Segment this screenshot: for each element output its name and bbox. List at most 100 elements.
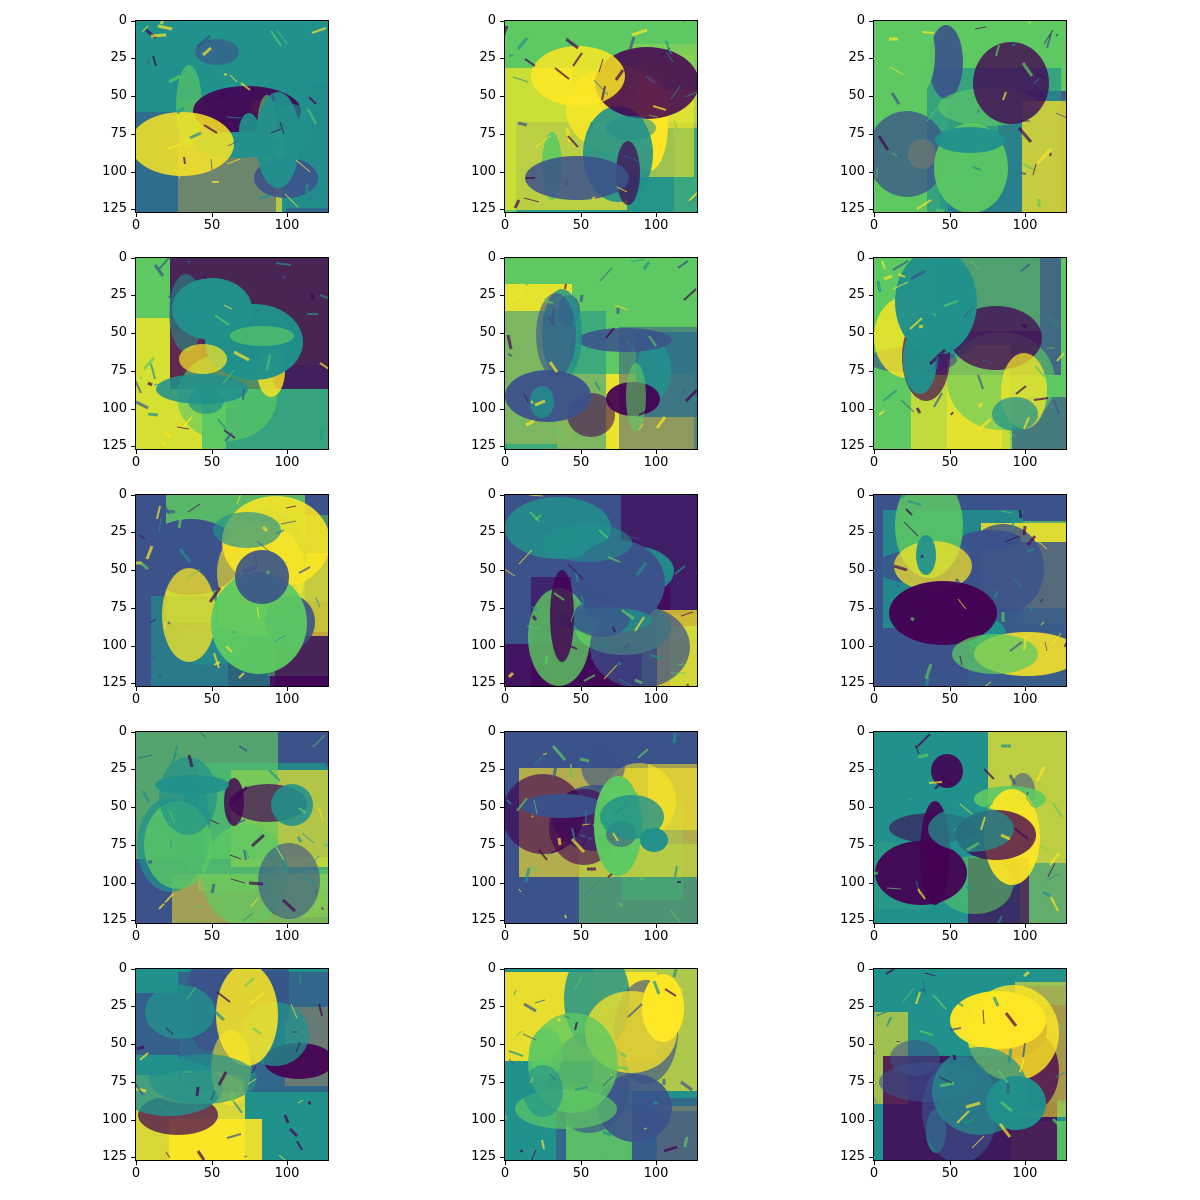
- x-axis-tick-label: 50: [941, 455, 959, 470]
- y-axis-tick-label: 50: [110, 325, 127, 340]
- x-axis-tick: [950, 1161, 951, 1165]
- image-panel: 0 25 50 75 100 125 0 50 100: [471, 725, 698, 944]
- x-axis-tick-label: 50: [203, 455, 221, 470]
- y-axis-tick: [869, 96, 873, 97]
- y-axis-tick-label: 50: [479, 1036, 496, 1051]
- y-axis-tick: [500, 845, 504, 846]
- y-axis-tick: [869, 333, 873, 334]
- x-axis-tick: [1025, 924, 1026, 928]
- y-axis-tick-label: 125: [840, 675, 865, 690]
- y-axis-tick: [500, 646, 504, 647]
- x-axis-tick: [1025, 1161, 1026, 1165]
- y-axis-tick-label: 100: [840, 401, 865, 416]
- y-axis-tick-label: 50: [479, 562, 496, 577]
- image-panel: 0 25 50 75 100 125 0 50 100: [840, 488, 1067, 707]
- y-axis-tick: [869, 495, 873, 496]
- y-axis-tick: [131, 172, 135, 173]
- y-axis-tick-label: 75: [848, 600, 865, 615]
- y-axis-tick: [131, 409, 135, 410]
- y-axis-tick: [500, 96, 504, 97]
- y-axis-tick: [131, 732, 135, 733]
- panel-image-raster: [874, 732, 1066, 923]
- x-axis-tick-label: 100: [643, 929, 669, 944]
- y-axis-tick: [131, 295, 135, 296]
- x-axis-tick-label: 100: [1012, 929, 1038, 944]
- y-axis-tick: [131, 1044, 135, 1045]
- x-axis-tick-label: 50: [941, 218, 959, 233]
- y-axis-tick-label: 75: [848, 363, 865, 378]
- y-axis-tick: [500, 683, 504, 684]
- y-axis-tick-label: 100: [840, 638, 865, 653]
- y-axis-tick: [131, 495, 135, 496]
- y-axis-tick-label: 75: [479, 126, 496, 141]
- x-axis-tick-label: 100: [274, 929, 300, 944]
- y-axis-tick: [131, 1157, 135, 1158]
- x-axis-tick-label: 0: [131, 929, 141, 944]
- y-axis-tick-label: 125: [840, 912, 865, 927]
- x-axis-tick: [505, 213, 506, 217]
- y-axis-tick-label: 0: [856, 13, 865, 28]
- y-axis-tick-label: 25: [110, 761, 127, 776]
- image-panel: 0 25 50 75 100 125 0 50 100: [840, 14, 1067, 233]
- x-axis-tick-label: 100: [274, 455, 300, 470]
- y-axis-tick-label: 125: [471, 912, 496, 927]
- x-axis-tick-label: 0: [131, 1166, 141, 1181]
- x-axis-tick: [212, 924, 213, 928]
- x-axis-tick: [950, 687, 951, 691]
- x-axis-tick-label: 50: [572, 218, 590, 233]
- y-axis-tick: [869, 646, 873, 647]
- panel-image: [873, 968, 1067, 1161]
- panel-image-raster: [136, 732, 328, 923]
- y-axis-tick: [131, 209, 135, 210]
- y-axis-tick: [500, 446, 504, 447]
- x-axis-tick: [950, 450, 951, 454]
- y-axis-tick: [500, 409, 504, 410]
- x-axis-tick-label: 0: [131, 455, 141, 470]
- x-axis-tick: [656, 687, 657, 691]
- y-axis-tick: [131, 532, 135, 533]
- x-axis-tick: [874, 687, 875, 691]
- x-axis-tick-label: 50: [572, 455, 590, 470]
- x-axis-tick: [212, 213, 213, 217]
- panel-image: [873, 494, 1067, 687]
- y-axis-tick: [500, 134, 504, 135]
- y-axis-tick: [500, 608, 504, 609]
- x-axis-tick: [950, 213, 951, 217]
- y-axis-tick-label: 50: [848, 799, 865, 814]
- y-axis-tick: [869, 134, 873, 135]
- y-axis-tick-label: 75: [110, 363, 127, 378]
- y-axis-tick-label: 75: [848, 126, 865, 141]
- x-axis-tick: [581, 213, 582, 217]
- x-axis-tick: [136, 687, 137, 691]
- y-axis-tick: [500, 1082, 504, 1083]
- y-axis-tick-label: 50: [848, 88, 865, 103]
- x-axis-tick: [287, 213, 288, 217]
- y-axis-tick: [500, 769, 504, 770]
- y-axis-tick-label: 0: [487, 250, 496, 265]
- y-axis-tick: [131, 258, 135, 259]
- y-axis-tick-label: 0: [856, 724, 865, 739]
- x-axis-tick: [581, 1161, 582, 1165]
- image-panel: 0 25 50 75 100 125 0 50 100: [840, 962, 1067, 1181]
- y-axis-tick-label: 100: [102, 638, 127, 653]
- x-axis-tick: [505, 924, 506, 928]
- y-axis-tick-label: 125: [840, 438, 865, 453]
- y-axis-tick-label: 125: [102, 1149, 127, 1164]
- y-axis-tick-label: 50: [110, 1036, 127, 1051]
- panel-image-raster: [874, 258, 1066, 449]
- image-panel: 0 25 50 75 100 125 0 50 100: [471, 14, 698, 233]
- y-axis-tick-label: 25: [479, 50, 496, 65]
- y-axis-tick-label: 75: [848, 1074, 865, 1089]
- y-axis-tick: [500, 258, 504, 259]
- y-axis-tick-label: 25: [848, 761, 865, 776]
- y-axis-tick: [869, 58, 873, 59]
- x-axis-tick-label: 100: [274, 218, 300, 233]
- panel-image-raster: [136, 495, 328, 686]
- x-axis-tick: [287, 924, 288, 928]
- x-axis-tick: [287, 450, 288, 454]
- y-axis-tick-label: 50: [848, 1036, 865, 1051]
- x-axis-tick-label: 0: [500, 218, 510, 233]
- y-axis-tick: [869, 1044, 873, 1045]
- image-panel: 0 25 50 75 100 125 0 50 100: [471, 962, 698, 1181]
- y-axis-tick-label: 125: [840, 201, 865, 216]
